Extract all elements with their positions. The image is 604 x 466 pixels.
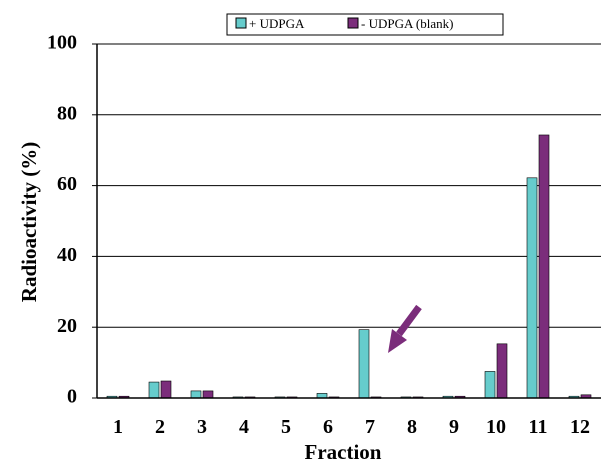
x-tick-label: 11 [529,416,548,438]
y-tick-label: 20 [57,315,77,337]
x-tick-label: 8 [407,416,417,438]
x-axis-title: Fraction [305,440,382,464]
axes [92,43,601,399]
x-tick-label: 7 [365,416,375,438]
bar-blank-fraction-11 [538,134,550,399]
bar-blank-fraction-2 [160,380,172,399]
x-tick-label: 10 [486,416,506,438]
x-tick-label: 1 [113,416,123,438]
legend-box [226,13,504,36]
y-tick-labels: 0 20 40 60 80 100 [47,32,77,408]
annotation-arrow [388,304,422,353]
arrow-shaft [396,304,422,337]
x-tick-label: 12 [570,416,590,438]
bar-udpga-fraction-3 [190,390,202,399]
y-axis-title: Radioactivity (%) [17,142,41,302]
legend-swatch-blank [347,17,359,29]
x-tick-label: 2 [155,416,165,438]
x-tick-label: 9 [449,416,459,438]
legend-swatch-udpga [235,17,247,29]
legend: + UDPGA - UDPGA (blank) [226,13,504,36]
bars [106,134,592,399]
gridlines [97,43,601,328]
legend-label-udpga: + UDPGA [249,16,305,31]
bar-blank-fraction-10 [496,343,508,399]
y-tick-label: 80 [57,102,77,124]
x-tick-label: 3 [197,416,207,438]
y-tick-label: 40 [57,244,77,266]
bar-udpga-fraction-10 [484,371,496,399]
x-tick-label: 4 [239,416,249,438]
y-tick-label: 60 [57,173,77,195]
x-tick-label: 6 [323,416,333,438]
y-tick-label: 100 [47,32,77,54]
bar-udpga-fraction-2 [148,381,160,399]
bar-blank-fraction-3 [202,390,214,399]
x-tick-label: 5 [281,416,291,438]
y-tick-label: 0 [67,386,77,408]
legend-label-blank: - UDPGA (blank) [361,16,453,31]
bar-udpga-fraction-7 [358,329,370,399]
bar-udpga-fraction-11 [526,177,538,399]
arrow-head [388,329,407,353]
x-tick-labels: 1 2 3 4 5 6 7 8 9 10 11 12 [113,416,590,438]
